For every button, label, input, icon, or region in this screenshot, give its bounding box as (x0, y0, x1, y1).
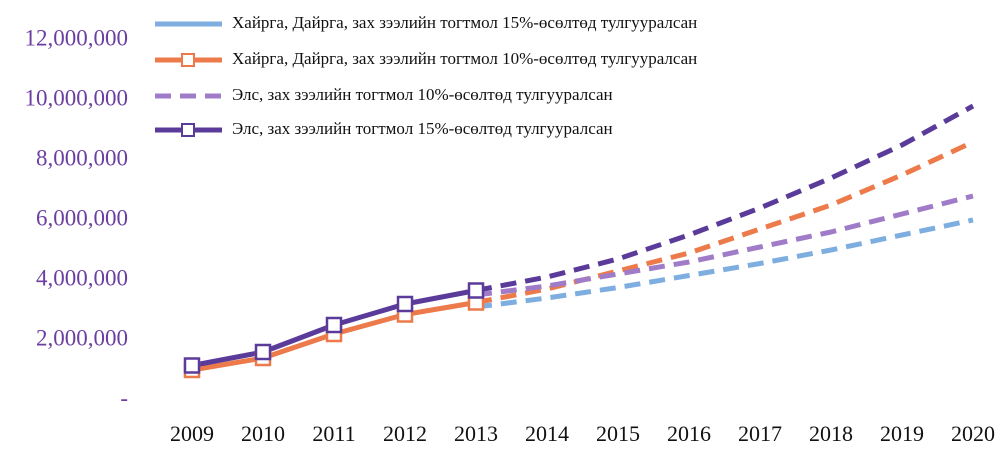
y-tick-label: 2,000,000 (36, 325, 128, 350)
x-tick-label: 2018 (809, 421, 853, 446)
legend-label: Хайрга, Дайрга, зах зээлийн тогтмол 10%-… (232, 49, 697, 68)
x-tick-label: 2019 (880, 421, 924, 446)
projection-line (475, 217, 974, 310)
marker (325, 316, 343, 334)
marker (396, 295, 414, 313)
x-tick-label: 2010 (241, 421, 285, 446)
y-tick-label: 6,000,000 (36, 205, 128, 230)
marker (254, 343, 272, 361)
x-tick-label: 2015 (596, 421, 640, 446)
y-tick-label: 10,000,000 (25, 85, 129, 110)
legend-marker (181, 53, 195, 67)
projection-line (475, 193, 974, 298)
legend-label: Элс, зах зээлийн тогтмол 15%-өсөлтөд тул… (232, 119, 613, 138)
x-tick-label: 2016 (667, 421, 711, 446)
y-tick-label: 8,000,000 (36, 145, 128, 170)
y-tick-label: 12,000,000 (25, 25, 129, 50)
y-tick-label: 4,000,000 (36, 265, 128, 290)
marker (467, 282, 485, 299)
legend-label: Элс, зах зээлийн тогтмол 10%-өсөлтөд тул… (232, 85, 613, 104)
x-tick-label: 2011 (312, 421, 355, 446)
x-tick-label: 2017 (738, 421, 782, 446)
y-tick-label: - (120, 385, 128, 410)
legend-label: Хайрга, Дайрга, зах зээлийн тогтмол 15%-… (232, 13, 697, 32)
marker (183, 357, 201, 374)
x-tick-label: 2012 (383, 421, 427, 446)
x-tick-label: 2014 (525, 421, 569, 446)
x-tick-label: 2009 (170, 421, 214, 446)
x-tick-label: 2013 (454, 421, 498, 446)
legend-marker (181, 123, 195, 137)
projection-line (475, 103, 975, 293)
x-tick-label: 2020 (951, 421, 995, 446)
